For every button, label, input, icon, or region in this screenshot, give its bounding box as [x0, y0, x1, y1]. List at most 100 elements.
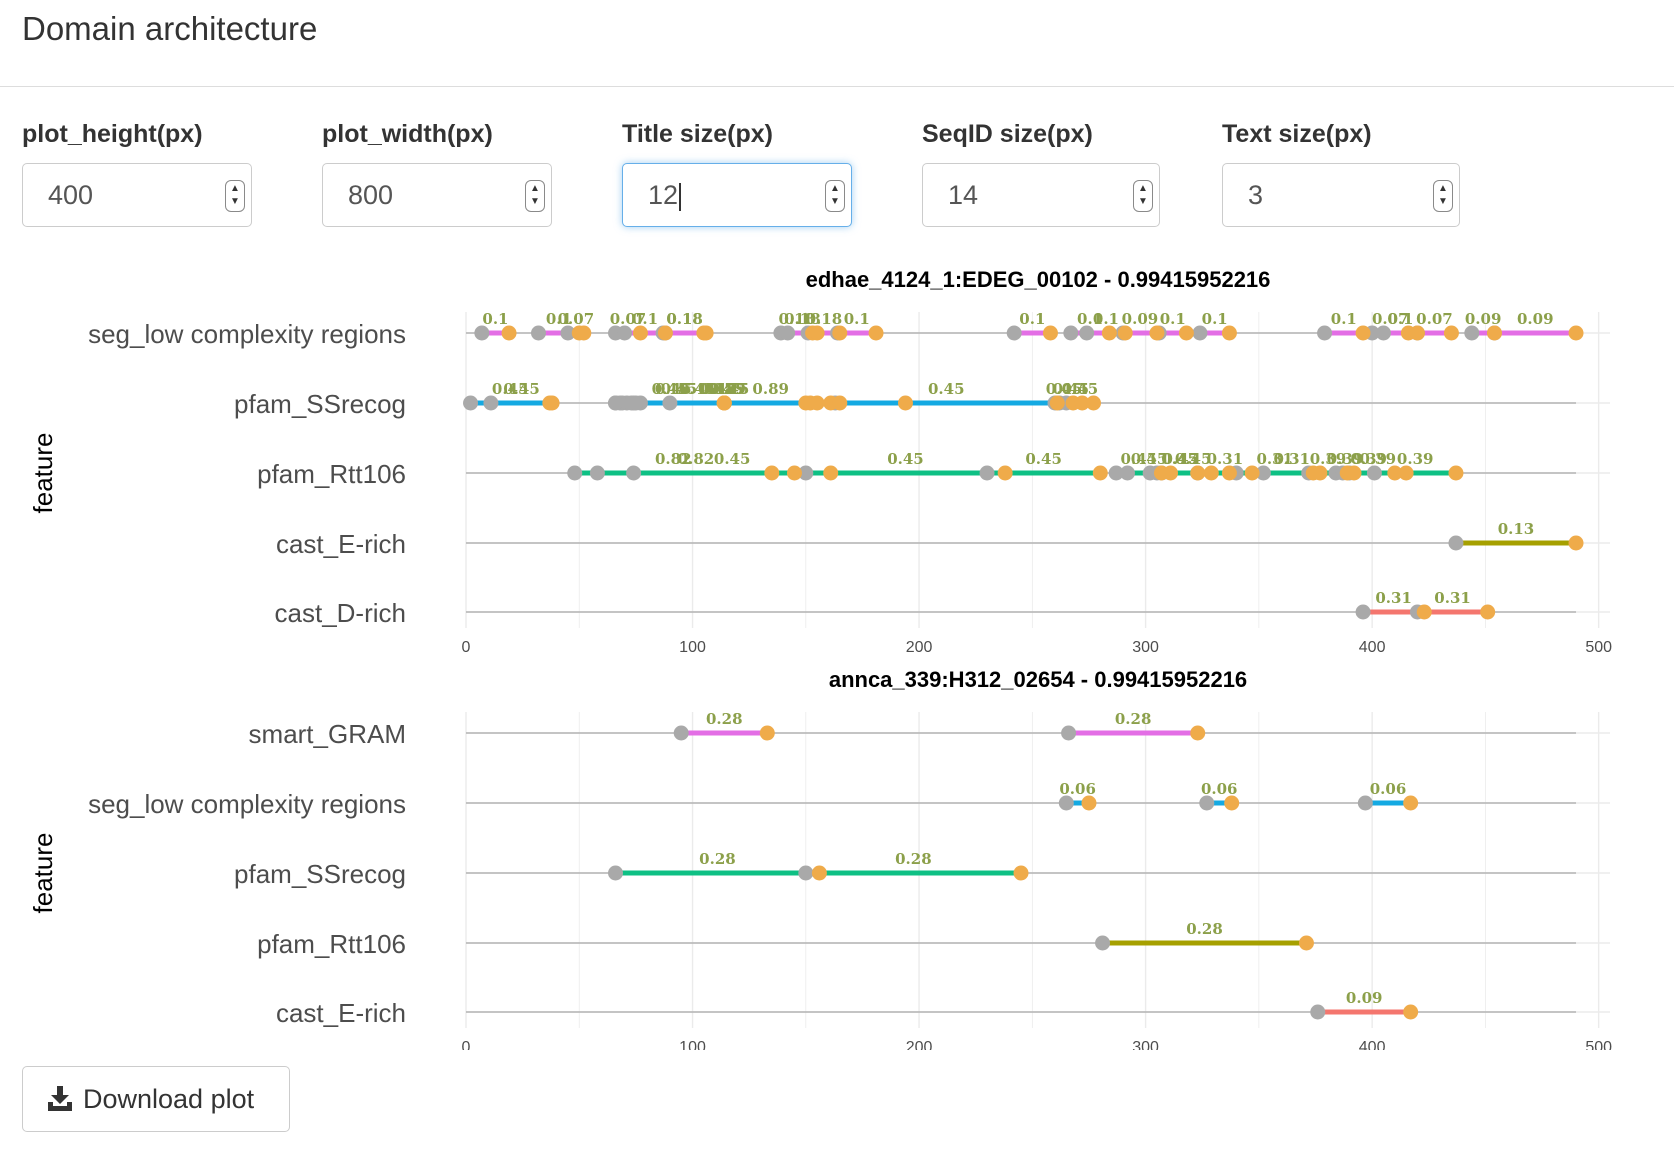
domain-start-point	[1317, 325, 1333, 341]
title-size-input[interactable]	[624, 165, 774, 225]
domain-weight-label: 0.82	[678, 450, 715, 468]
plot-title: annca_339:H312_02654 - 0.99415952216	[829, 667, 1247, 692]
domain-weight-label: 0.45	[1162, 450, 1199, 468]
x-tick-label: 100	[679, 1039, 706, 1050]
domain-end-point	[1224, 795, 1240, 811]
y-axis-title: feature	[28, 833, 58, 914]
domain-weight-label: 0.31	[1207, 450, 1244, 468]
domain-end-point	[832, 395, 848, 411]
domain-weight-label: 0.45	[652, 380, 689, 398]
domain-start-point	[1366, 465, 1382, 481]
domain-end-point	[1355, 325, 1371, 341]
domain-weight-label: 0.39	[1350, 450, 1387, 468]
domain-start-point	[474, 325, 490, 341]
seqid-size-label: SeqID size(px)	[922, 120, 1093, 148]
domain-weight-label: 0.45	[1062, 380, 1099, 398]
domain-end-point	[1163, 465, 1179, 481]
seqid-size-input-box[interactable]: ▲▼	[922, 163, 1160, 227]
domain-weight-label: 0.06	[1059, 780, 1096, 798]
x-tick-label: 300	[1132, 1039, 1159, 1050]
domain-start-point	[662, 395, 678, 411]
domain-end-point	[997, 465, 1013, 481]
title-size-input-box[interactable]: ▲▼	[622, 163, 852, 227]
feature-label: seg_low complexity regions	[88, 789, 406, 819]
domain-start-point	[1061, 725, 1077, 741]
domain-end-point	[1403, 1004, 1419, 1020]
domain-end-point	[1443, 325, 1459, 341]
domain-end-point	[1081, 795, 1097, 811]
title-size-spinner[interactable]: ▲ ▼	[825, 180, 845, 212]
domain-end-point	[632, 325, 648, 341]
text-size-input-box[interactable]: ▲▼	[1222, 163, 1460, 227]
x-tick-label: 400	[1359, 1039, 1386, 1050]
domain-weight-label: 0.1	[844, 310, 870, 328]
spin-down-icon[interactable]: ▼	[530, 196, 540, 207]
domain-end-point	[759, 725, 775, 741]
feature-label: pfam_SSrecog	[234, 859, 406, 889]
domain-weight-label: 0.45	[928, 380, 965, 398]
domain-weight-label: 0.39	[1327, 450, 1364, 468]
domain-end-point	[1117, 325, 1133, 341]
plot-width-spinner[interactable]: ▲ ▼	[525, 180, 545, 212]
spin-up-icon[interactable]: ▲	[830, 183, 840, 194]
domain-weight-label: 0.45	[679, 380, 716, 398]
domain-weight-label: 0.09	[1122, 310, 1159, 328]
plot-width-input-box[interactable]: ▲▼	[322, 163, 552, 227]
x-tick-label: 500	[1585, 639, 1612, 656]
plot-height-input-box[interactable]: ▲▼	[22, 163, 252, 227]
domain-end-point	[1049, 395, 1065, 411]
domain-start-point	[589, 465, 605, 481]
domain-weight-label: 0.45	[503, 380, 540, 398]
domain-end-point	[1013, 865, 1029, 881]
spin-down-icon[interactable]: ▼	[230, 196, 240, 207]
domain-end-point	[1101, 325, 1117, 341]
text-size-spinner[interactable]: ▲ ▼	[1433, 180, 1453, 212]
domain-end-point	[897, 395, 913, 411]
domain-weight-label: 0.31	[1434, 589, 1471, 607]
domain-end-point	[1568, 535, 1584, 551]
domain-end-point	[1312, 465, 1328, 481]
domain-weight-label: 0.07	[1416, 310, 1453, 328]
domain-weight-label: 0.39	[1310, 450, 1347, 468]
plot-height-input[interactable]	[24, 165, 174, 225]
spin-down-icon[interactable]: ▼	[1438, 196, 1448, 207]
domain-weight-label: 0.06	[1370, 780, 1407, 798]
domain-start-point	[1192, 325, 1208, 341]
domain-end-point	[832, 325, 848, 341]
domain-weight-label: 0.31	[1256, 450, 1293, 468]
download-plot-button[interactable]: Download plot	[22, 1066, 290, 1132]
domain-end-point	[809, 325, 825, 341]
domain-end-point	[1398, 465, 1414, 481]
seqid-size-input[interactable]	[924, 165, 1074, 225]
domain-weight-label: 0.45	[1053, 380, 1090, 398]
spin-down-icon[interactable]: ▼	[1138, 196, 1148, 207]
text-size-input[interactable]	[1224, 165, 1374, 225]
plot-width-input[interactable]	[324, 165, 474, 225]
domain-weight-label: 0.28	[1186, 920, 1223, 938]
domain-weight-label: 0.1	[1077, 310, 1103, 328]
spin-up-icon[interactable]: ▲	[1438, 183, 1448, 194]
domain-weight-label: 0.1	[1202, 310, 1228, 328]
domain-end-point	[1387, 465, 1403, 481]
spin-up-icon[interactable]: ▲	[530, 183, 540, 194]
spin-down-icon[interactable]: ▼	[830, 196, 840, 207]
plot-width-control: plot_width(px) ▲▼	[322, 120, 552, 227]
domain-end-point	[1149, 325, 1165, 341]
spin-up-icon[interactable]: ▲	[1138, 183, 1148, 194]
domain-start-point	[798, 865, 814, 881]
plot-height-spinner[interactable]: ▲ ▼	[225, 180, 245, 212]
domain-start-point	[617, 325, 633, 341]
x-tick-label: 200	[906, 1039, 933, 1050]
y-axis-title: feature	[28, 433, 58, 514]
feature-label: seg_low complexity regions	[88, 319, 406, 349]
domain-end-point	[1298, 935, 1314, 951]
domain-end-point	[657, 325, 673, 341]
seqid-size-spinner[interactable]: ▲ ▼	[1133, 180, 1153, 212]
domain-start-point	[626, 465, 642, 481]
domain-weight-label: 0.18	[666, 310, 703, 328]
domain-end-point	[1346, 465, 1362, 481]
domain-start-point	[1310, 1004, 1326, 1020]
title-divider	[0, 86, 1674, 87]
spin-up-icon[interactable]: ▲	[230, 183, 240, 194]
seqid-size-control: SeqID size(px) ▲▼	[922, 120, 1160, 227]
